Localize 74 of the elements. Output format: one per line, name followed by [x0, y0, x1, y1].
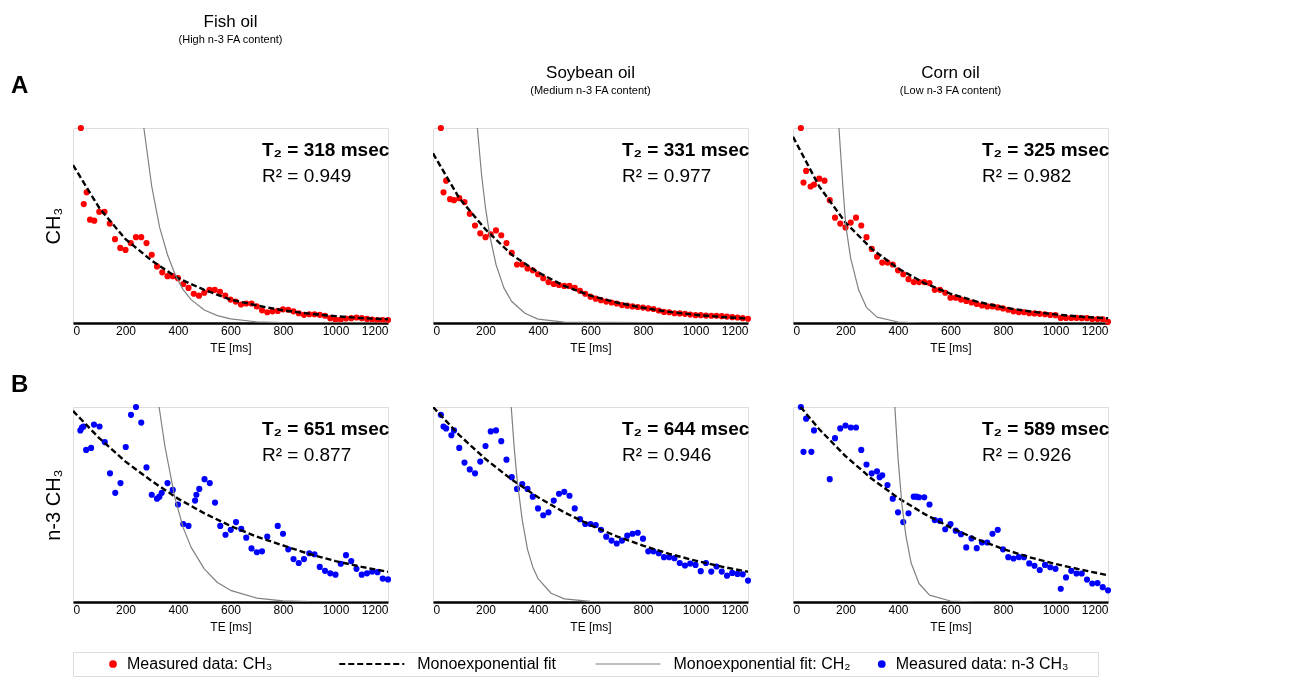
annotation: T₂ = 325 msec — [982, 139, 1110, 160]
x-axis-title: TE [ms] — [570, 619, 612, 634]
chart-title: Corn oil — [921, 62, 980, 82]
x-axis-title: TE [ms] — [930, 619, 972, 634]
x-axis-title: TE [ms] — [210, 340, 252, 355]
x-axis-title: TE [ms] — [930, 340, 972, 355]
x-tick-label: 600 — [580, 602, 602, 617]
chart-title: Fish oil — [203, 12, 258, 31]
annotation: R² = 0.926 — [982, 444, 1072, 465]
legend-label: Monoexponential fit — [417, 655, 557, 672]
legend-label: Measured data: n-3 CH₃ — [895, 655, 1069, 672]
annotation: T₂ = 589 msec — [982, 418, 1110, 439]
x-tick-label: 600 — [580, 323, 602, 338]
x-tick-label: 1200 — [1081, 323, 1109, 338]
x-tick-label: 1000 — [1042, 602, 1070, 617]
x-tick-label: 1000 — [322, 323, 350, 338]
x-tick-label: 1000 — [682, 323, 710, 338]
x-tick-label: 0 — [433, 323, 441, 338]
x-axis-title: TE [ms] — [210, 619, 252, 634]
text: A — [11, 71, 29, 98]
x-tick-label: 400 — [888, 323, 909, 338]
x-tick-label: 1200 — [721, 323, 749, 338]
x-tick-label: 800 — [273, 602, 294, 617]
x-tick-label: 200 — [835, 323, 857, 338]
annotation: R² = 0.977 — [622, 165, 712, 186]
x-tick-label: 600 — [940, 602, 962, 617]
x-tick-label: 400 — [888, 602, 909, 617]
x-tick-label: 1000 — [322, 602, 350, 617]
x-tick-label: 1200 — [1081, 602, 1109, 617]
x-tick-label: 800 — [633, 602, 654, 617]
annotation: T₂ = 644 msec — [622, 418, 750, 439]
x-tick-label: 800 — [273, 323, 294, 338]
x-tick-label: 600 — [220, 323, 242, 338]
x-tick-label: 0 — [73, 602, 81, 617]
x-tick-label: 1200 — [361, 323, 389, 338]
annotation: R² = 0.946 — [622, 444, 712, 465]
x-tick-label: 0 — [793, 323, 801, 338]
x-tick-label: 200 — [115, 602, 137, 617]
x-axis-title: TE [ms] — [570, 340, 612, 355]
chart-subtitle: (Medium n-3 FA content) — [530, 83, 651, 96]
x-tick-label: 1000 — [682, 602, 710, 617]
x-tick-label: 1200 — [361, 602, 389, 617]
x-tick-label: 1200 — [721, 602, 749, 617]
chart-subtitle: (Low n-3 FA content) — [899, 83, 1002, 96]
annotation: T₂ = 331 msec — [622, 139, 750, 160]
x-tick-label: 400 — [168, 602, 189, 617]
x-tick-label: 1000 — [1042, 323, 1070, 338]
x-tick-label: 800 — [993, 602, 1014, 617]
annotation: R² = 0.982 — [982, 165, 1072, 186]
x-tick-label: 200 — [835, 602, 857, 617]
text: B — [11, 370, 29, 397]
annotation: R² = 0.877 — [262, 444, 352, 465]
y-axis-title: CH₃ — [41, 207, 64, 245]
x-tick-label: 800 — [993, 323, 1014, 338]
x-tick-label: 0 — [73, 323, 81, 338]
x-tick-label: 0 — [433, 602, 441, 617]
x-tick-label: 400 — [528, 323, 549, 338]
annotation: T₂ = 651 msec — [262, 418, 390, 439]
x-tick-label: 200 — [475, 602, 497, 617]
x-tick-label: 200 — [475, 323, 497, 338]
chart-title: Soybean oil — [546, 62, 635, 82]
annotation: R² = 0.949 — [262, 165, 352, 186]
legend-label: Monoexponential fit: CH₂ — [673, 655, 851, 672]
annotation: T₂ = 318 msec — [262, 139, 390, 160]
y-axis-title: n-3 CH₃ — [41, 469, 64, 541]
x-tick-label: 400 — [168, 323, 189, 338]
x-tick-label: 800 — [633, 323, 654, 338]
x-tick-label: 400 — [528, 602, 549, 617]
x-tick-label: 0 — [793, 602, 801, 617]
chart-subtitle: (High n-3 FA content) — [178, 33, 283, 45]
legend-label: Measured data: CH₃ — [127, 655, 273, 672]
x-tick-label: 600 — [940, 323, 962, 338]
x-tick-label: 200 — [115, 323, 137, 338]
x-tick-label: 600 — [220, 602, 242, 617]
